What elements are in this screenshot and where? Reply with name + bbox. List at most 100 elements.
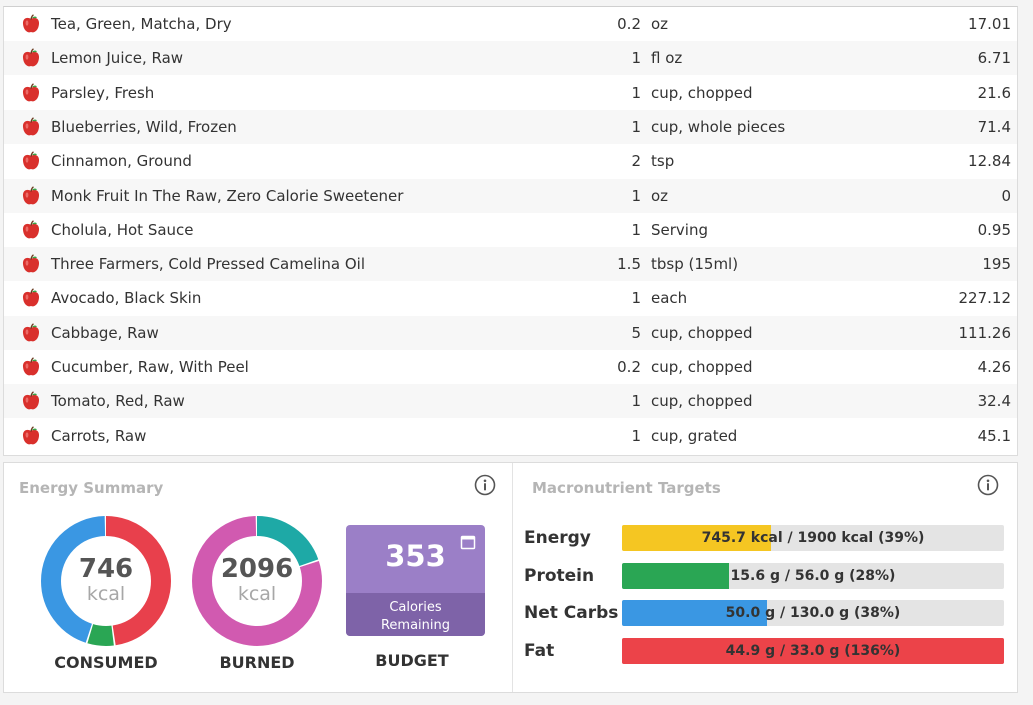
food-amount: 1.5 (617, 255, 641, 274)
food-amount: 0.2 (617, 15, 641, 33)
table-row[interactable]: Cinnamon, Ground 2 tsp 12.84 (4, 144, 1017, 178)
food-diary-table: Tea, Green, Matcha, Dry 0.2 oz 17.01 Lemon J… (3, 6, 1018, 456)
food-amount: 2 (631, 152, 641, 171)
food-calories: 71.4 (977, 117, 1011, 136)
food-calories: 6.71 (977, 49, 1011, 68)
consumed-unit: kcal (86, 583, 126, 605)
table-row[interactable]: Three Farmers, Cold Pressed Camelina Oil… (4, 247, 1017, 282)
food-name[interactable]: Monk Fruit In The Raw, Zero Calorie Swee… (51, 186, 404, 205)
food-amount: 1 (631, 117, 641, 136)
food-calories: 45.1 (977, 426, 1011, 445)
ring-segment (192, 516, 322, 646)
food-name[interactable]: Three Farmers, Cold Pressed Camelina Oil (51, 255, 365, 274)
ring-segment (41, 516, 171, 646)
table-row[interactable]: Tea, Green, Matcha, Dry 0.2 oz 17.01 (4, 7, 1017, 41)
food-name[interactable]: Blueberries, Wild, Frozen (51, 117, 237, 136)
apple-icon (22, 322, 40, 342)
calendar-icon (460, 535, 476, 550)
food-calories: 12.84 (968, 152, 1011, 171)
food-amount: 1 (631, 220, 641, 239)
apple-icon (22, 117, 40, 136)
food-calories: 111.26 (958, 323, 1012, 342)
table-row[interactable]: Carrots, Raw 1 cup, grated 45.1 (4, 419, 1017, 453)
food-unit: cup, chopped (651, 323, 753, 342)
food-calories: 17.01 (968, 15, 1011, 33)
food-name[interactable]: Avocado, Black Skin (51, 289, 202, 308)
macro-label: Protein (524, 565, 595, 586)
macro-progress-bar[interactable]: 44.9 g / 33.0 g (136%) (622, 637, 1004, 664)
summary-panel: Energy Summary 746 kcal CONSUMED 2096 kc… (3, 462, 1018, 693)
panel-divider (512, 463, 513, 692)
food-name[interactable]: Cholula, Hot Sauce (51, 220, 194, 239)
budget-box-footer (346, 593, 485, 636)
food-unit: Serving (651, 220, 708, 239)
food-amount: 1 (631, 392, 641, 411)
table-row[interactable]: Blueberries, Wild, Frozen 1 cup, whole pie… (4, 109, 1017, 144)
macro-progress-bar[interactable]: 745.7 kcal / 1900 kcal (39%) (622, 525, 1004, 551)
food-unit: fl oz (651, 49, 683, 68)
table-row[interactable]: Cabbage, Raw 5 cup, chopped 111.26 (4, 315, 1017, 350)
budget-label: BUDGET (375, 651, 449, 670)
apple-icon (22, 151, 40, 170)
table-row[interactable]: Cholula, Hot Sauce 1 Serving 0.95 (4, 213, 1017, 247)
macro-progress-bar[interactable]: 15.6 g / 56.0 g (28%) (622, 562, 1004, 589)
macro-progress-fill (622, 600, 768, 626)
ring-segment (192, 516, 322, 646)
food-amount: 1 (631, 49, 641, 68)
macro-row[interactable]: Fat 44.9 g / 33.0 g (136%) (524, 637, 1014, 666)
macro-row[interactable]: Energy 745.7 kcal / 1900 kcal (39%) (524, 525, 1014, 553)
food-unit: oz (651, 186, 669, 205)
consumed-value: 746 (78, 554, 134, 584)
budget-box[interactable]: 353 Calories Remaining (346, 525, 485, 636)
food-name[interactable]: Cinnamon, Ground (51, 152, 192, 171)
food-name[interactable]: Tomato, Red, Raw (51, 392, 185, 411)
apple-icon (22, 254, 40, 273)
food-name[interactable]: Cabbage, Raw (51, 323, 159, 342)
macro-progress-fill (622, 562, 729, 589)
food-unit: tsp (651, 152, 675, 171)
apple-icon (22, 391, 40, 410)
table-row[interactable]: Tomato, Red, Raw 1 cup, chopped 32.4 (4, 384, 1017, 419)
info-icon[interactable] (977, 474, 999, 496)
table-row[interactable]: Monk Fruit In The Raw, Zero Calorie Swee… (4, 178, 1017, 213)
food-name[interactable]: Carrots, Raw (51, 426, 147, 445)
macro-row[interactable]: Protein 15.6 g / 56.0 g (28%) (524, 562, 1014, 591)
info-icon[interactable] (474, 474, 496, 496)
table-row[interactable]: Avocado, Black Skin 1 each 227.12 (4, 281, 1017, 315)
burned-ring[interactable] (191, 515, 323, 647)
food-amount: 1 (631, 426, 641, 445)
macro-row[interactable]: Net Carbs 50.0 g / 130.0 g (38%) (524, 600, 1014, 628)
macro-progress-fill (622, 525, 771, 551)
food-name[interactable]: Cucumber, Raw, With Peel (51, 358, 249, 376)
food-calories: 227.12 (958, 289, 1012, 308)
food-amount: 1 (631, 83, 641, 102)
macro-progress-text: 50.0 g / 130.0 g (38%) (725, 605, 901, 621)
energy-summary-title: Energy Summary (19, 479, 164, 497)
food-unit: each (651, 289, 688, 308)
consumed-ring[interactable] (40, 515, 172, 647)
table-row[interactable]: Parsley, Fresh 1 cup, chopped 21.6 (4, 76, 1017, 110)
macro-progress-fill (622, 637, 1004, 664)
food-calories: 4.26 (977, 358, 1011, 376)
food-name[interactable]: Lemon Juice, Raw (51, 49, 184, 68)
ring-segment (41, 516, 171, 646)
food-name[interactable]: Tea, Green, Matcha, Dry (51, 15, 232, 33)
macro-progress-bar[interactable]: 50.0 g / 130.0 g (38%) (622, 600, 1004, 626)
table-row[interactable]: Cucumber, Raw, With Peel 0.2 cup, chopped 4… (4, 350, 1017, 384)
macro-progress-text: 745.7 kcal / 1900 kcal (39%) (701, 530, 925, 546)
apple-icon (22, 357, 40, 376)
food-calories: 0.95 (977, 220, 1011, 239)
food-unit: cup, grated (651, 426, 738, 445)
food-unit: tbsp (15ml) (651, 255, 739, 274)
food-calories: 195 (982, 255, 1011, 274)
food-unit: cup, whole pieces (651, 117, 786, 136)
burned-label: BURNED (219, 653, 295, 672)
food-name[interactable]: Parsley, Fresh (51, 83, 155, 102)
food-amount: 1 (631, 289, 641, 308)
food-calories: 0 (1001, 186, 1011, 205)
food-calories: 21.6 (977, 83, 1011, 102)
ring-segment (41, 516, 171, 646)
macro-label: Fat (524, 640, 555, 661)
apple-icon (22, 288, 40, 307)
table-row[interactable]: Lemon Juice, Raw 1 fl oz 6.71 (4, 41, 1017, 76)
